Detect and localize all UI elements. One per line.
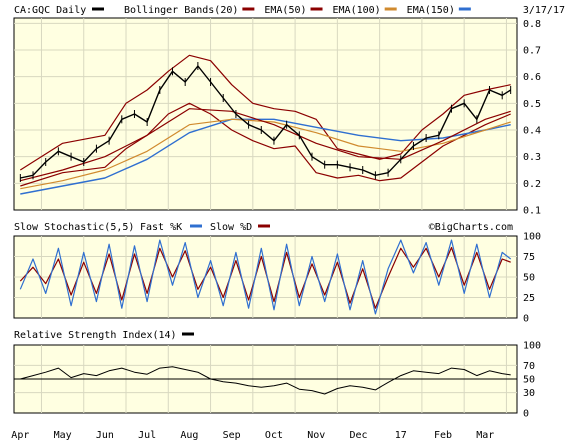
stoch-fast-line bbox=[19, 239, 512, 315]
chart-date: 3/17/17 bbox=[523, 5, 565, 16]
y-tick-label-0: 100 bbox=[523, 341, 541, 352]
y-tick-label-4: 0 bbox=[523, 409, 529, 420]
x-tick-label-3: Jul bbox=[138, 430, 156, 441]
y-tick-label-1: 75 bbox=[523, 252, 535, 263]
watermark: ©BigCharts.com bbox=[429, 222, 513, 233]
legend-label-3: EMA(150) bbox=[407, 5, 455, 16]
y-tick-label-3: 30 bbox=[523, 388, 535, 399]
y-tick-label-4: 0 bbox=[523, 314, 529, 325]
legend-label-1: EMA(50) bbox=[264, 5, 306, 16]
ema50-line bbox=[20, 108, 511, 182]
x-tick-label-10: Feb bbox=[434, 430, 452, 441]
y-tick-label-5: 0.3 bbox=[523, 152, 541, 163]
x-tick-label-0: Apr bbox=[11, 430, 29, 441]
stoch-fast-label: Fast %K bbox=[140, 222, 182, 233]
y-tick-label-6: 0.2 bbox=[523, 179, 541, 190]
y-tick-label-1: 0.7 bbox=[523, 46, 541, 57]
price-grid bbox=[14, 18, 517, 210]
ema100-line bbox=[20, 118, 511, 190]
indicator-legend: Bollinger Bands(20) EMA(50) EMA(100) EMA(15… bbox=[124, 5, 471, 16]
price-y-ticks: 0.8 0.7 0.6 0.5 0.4 0.3 0.2 0.1 bbox=[523, 19, 541, 217]
y-tick-label-0: 0.8 bbox=[523, 19, 541, 30]
x-tick-label-7: Nov bbox=[307, 430, 325, 441]
x-tick-label-9: 17 bbox=[395, 430, 407, 441]
ema150-line bbox=[20, 118, 511, 195]
rsi-title: Relative Strength Index(14) bbox=[14, 330, 177, 341]
x-tick-label-4: Aug bbox=[180, 430, 198, 441]
symbol-label: CA:GQC Daily bbox=[14, 5, 86, 16]
y-tick-label-2: 50 bbox=[523, 273, 535, 284]
legend-label-2: EMA(100) bbox=[333, 5, 381, 16]
bollinger-lower-line bbox=[20, 102, 511, 187]
y-tick-label-0: 100 bbox=[523, 232, 541, 243]
y-tick-label-4: 0.4 bbox=[523, 126, 541, 137]
y-tick-label-7: 0.1 bbox=[523, 206, 541, 217]
x-tick-label-6: Oct bbox=[265, 430, 283, 441]
price-series bbox=[19, 54, 512, 195]
x-tick-label-8: Dec bbox=[349, 430, 367, 441]
x-tick-label-5: Sep bbox=[223, 430, 241, 441]
stoch-slow-label: Slow %D bbox=[210, 222, 252, 233]
y-tick-label-3: 0.5 bbox=[523, 99, 541, 110]
stoch-y-ticks: 100 75 50 25 0 bbox=[523, 232, 541, 325]
rsi-y-ticks: 100 70 50 30 0 bbox=[523, 341, 541, 420]
x-tick-label-1: May bbox=[54, 430, 72, 441]
stoch-title: Slow Stochastic(5,5) bbox=[14, 222, 134, 233]
x-tick-label-2: Jun bbox=[96, 430, 114, 441]
y-tick-label-2: 0.6 bbox=[523, 72, 541, 83]
y-tick-label-2: 50 bbox=[523, 375, 535, 386]
rsi-series bbox=[14, 366, 517, 395]
y-tick-label-1: 70 bbox=[523, 361, 535, 372]
price-close-line bbox=[20, 65, 512, 179]
x-axis-labels: Apr May Jun Jul Aug Sep Oct Nov Dec 17 Feb Mar bbox=[11, 430, 494, 441]
x-tick-label-11: Mar bbox=[476, 430, 494, 441]
rsi-line bbox=[20, 366, 511, 395]
legend-label-0: Bollinger Bands(20) bbox=[124, 5, 238, 16]
bollinger-upper-line bbox=[19, 54, 511, 171]
stoch-series bbox=[19, 239, 512, 315]
y-tick-label-3: 25 bbox=[523, 293, 535, 304]
